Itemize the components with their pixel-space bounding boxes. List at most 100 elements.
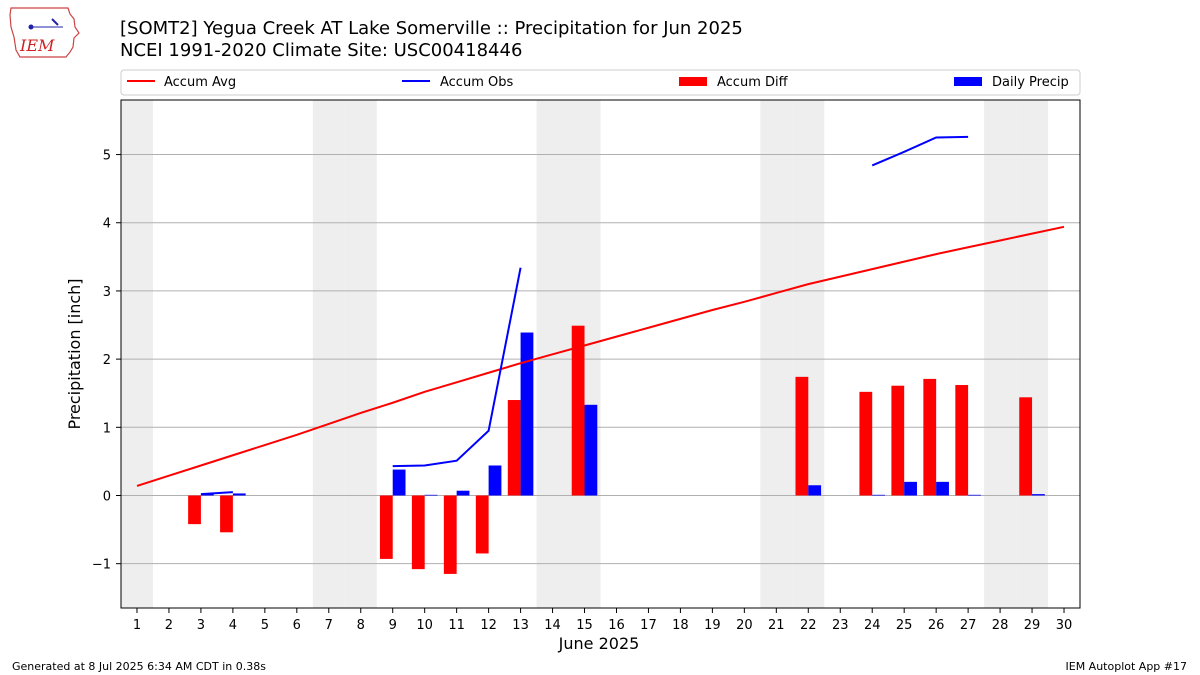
daily-precip-bar-12 (488, 465, 502, 496)
y-tick-label: 4 (103, 217, 111, 232)
weekend-band-29 (1016, 100, 1049, 608)
accum-diff-bar-29 (1019, 397, 1033, 496)
x-tick-label: 7 (325, 618, 333, 633)
daily-precip-bar-10 (424, 494, 438, 496)
y-tick-label: 0 (103, 489, 111, 504)
y-tick-label: 5 (103, 149, 111, 164)
daily-precip-bar-22 (808, 485, 822, 496)
x-tick-label: 20 (736, 618, 753, 633)
legend-swatch-accum-diff (679, 77, 707, 86)
generated-footer: Generated at 8 Jul 2025 6:34 AM CDT in 0… (12, 660, 266, 673)
daily-precip-bar-29 (1032, 494, 1045, 496)
x-tick-label: 6 (293, 618, 301, 633)
accum-diff-bar-24 (859, 391, 873, 496)
accum-diff-bar-11 (443, 495, 457, 574)
x-tick-label: 11 (448, 618, 465, 633)
x-tick-label: 1 (133, 618, 141, 633)
daily-precip-bar-27 (968, 494, 981, 496)
legend-label-accum-diff: Accum Diff (717, 75, 789, 90)
x-tick-label: 15 (576, 618, 593, 633)
bars (188, 325, 1045, 574)
x-tick-label: 26 (928, 618, 945, 633)
chart-title: [SOMT2] Yegua Creek AT Lake Somerville :… (120, 18, 743, 39)
weekend-shading (121, 100, 1049, 608)
legend-box (120, 69, 1081, 96)
daily-precip-bar-4 (232, 493, 246, 496)
chart-subtitle: NCEI 1991-2020 Climate Site: USC00418446 (120, 40, 523, 61)
iem-logo: IEM (9, 7, 80, 58)
legend-label-daily-precip: Daily Precip (992, 75, 1069, 90)
accum-diff-bar-3 (188, 495, 201, 525)
accum-obs-line-2 (871, 135, 969, 167)
x-tick-label: 3 (197, 618, 205, 633)
gridlines (121, 154, 1080, 565)
app-footer: IEM Autoplot App #17 (1065, 660, 1188, 673)
x-axis-label: June 2025 (558, 634, 640, 653)
legend-swatch-daily-precip (954, 77, 982, 86)
accum-obs-line-1 (392, 267, 522, 468)
accum-diff-bar-25 (891, 385, 905, 496)
plot-frame (120, 99, 1081, 609)
accum-obs-line-0 (200, 491, 233, 496)
weekend-band-22 (792, 100, 825, 608)
y-axis-label: Precipitation [inch] (65, 278, 84, 429)
x-tick-label: 16 (608, 618, 625, 633)
weekend-band-1 (121, 100, 153, 608)
accum-diff-bar-15 (571, 325, 585, 496)
x-tick-label: 18 (672, 618, 689, 633)
x-tick-label: 14 (544, 618, 561, 633)
x-tick-label: 8 (357, 618, 365, 633)
accum-diff-bar-10 (411, 495, 425, 570)
y-tick-label: 2 (103, 353, 111, 368)
x-tick-label: 21 (768, 618, 785, 633)
daily-precip-bar-9 (392, 469, 406, 496)
accum-diff-bar-9 (379, 495, 393, 559)
weekend-band-7 (312, 100, 345, 608)
y-tick-label: 3 (103, 285, 111, 300)
accum-diff-bar-13 (507, 400, 521, 496)
x-tick-label: 2 (165, 618, 173, 633)
x-tick-label: 24 (864, 618, 881, 633)
weekend-band-21 (760, 100, 793, 608)
x-tick-label: 10 (416, 618, 433, 633)
accum-avg-line (136, 225, 1065, 487)
x-tick-label: 28 (992, 618, 1009, 633)
lines (136, 135, 1065, 496)
accum-diff-bar-27 (955, 385, 969, 496)
x-tick-label: 25 (896, 618, 913, 633)
daily-precip-bar-15 (584, 404, 598, 496)
accum-diff-bar-4 (220, 495, 233, 533)
weekend-band-28 (984, 100, 1017, 608)
x-axis-ticks: 1 2 3 4 5 6 7 8 9 10 11 12 13 14 15 16 17 18 19 20 21 22 23 24 2… (133, 608, 1072, 633)
x-tick-label: 12 (480, 618, 497, 633)
x-tick-label: 27 (960, 618, 977, 633)
daily-precip-bar-13 (520, 332, 534, 496)
x-tick-label: 13 (512, 618, 529, 633)
daily-precip-bar-3 (200, 494, 214, 496)
legend: Accum Avg Accum Obs Accum Diff Daily Pre… (120, 69, 1081, 96)
x-tick-label: 22 (800, 618, 817, 633)
weekend-band-8 (344, 100, 377, 608)
x-tick-label: 5 (261, 618, 269, 633)
accum-diff-bar-26 (923, 378, 937, 496)
logo-text: IEM (19, 36, 55, 55)
legend-label-accum-avg: Accum Avg (164, 75, 236, 90)
daily-precip-bar-26 (936, 481, 949, 496)
x-tick-label: 17 (640, 618, 657, 633)
x-tick-label: 9 (389, 618, 397, 633)
daily-precip-bar-24 (872, 494, 886, 496)
x-tick-label: 30 (1056, 618, 1073, 633)
accum-diff-bar-22 (795, 376, 809, 496)
y-tick-label: −1 (92, 558, 111, 573)
x-tick-label: 23 (832, 618, 849, 633)
x-tick-label: 19 (704, 618, 721, 633)
x-tick-label: 4 (229, 618, 237, 633)
accum-diff-bar-12 (475, 495, 489, 554)
x-tick-label: 29 (1024, 618, 1041, 633)
daily-precip-bar-11 (456, 490, 470, 496)
legend-label-accum-obs: Accum Obs (440, 75, 513, 90)
daily-precip-bar-25 (904, 481, 917, 496)
iowa-state-outline-icon (9, 7, 80, 58)
y-tick-label: 1 (103, 421, 111, 436)
